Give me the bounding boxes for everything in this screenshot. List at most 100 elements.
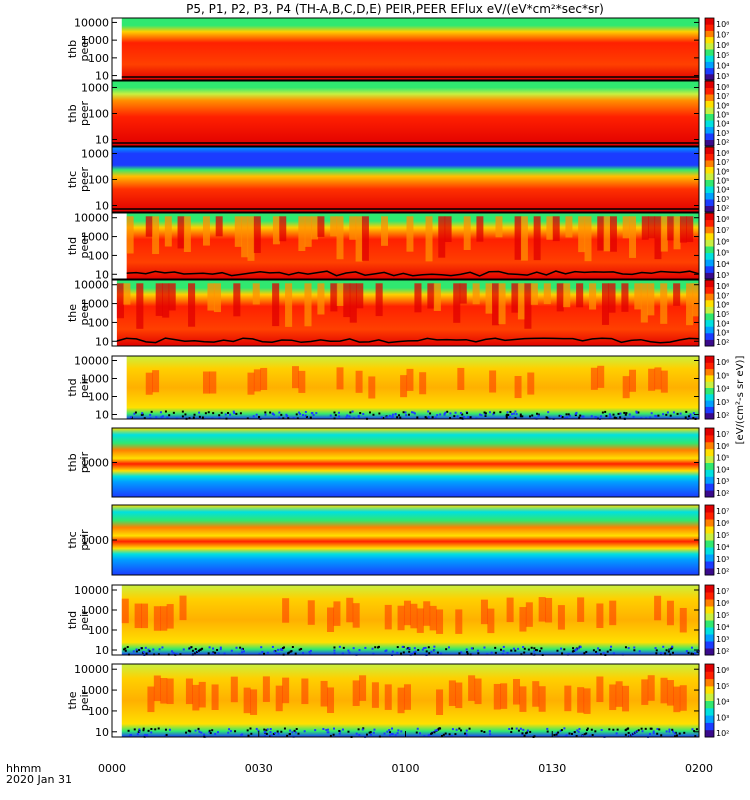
y-tick-label: 10 — [95, 70, 109, 83]
colorbar-segment — [705, 24, 714, 31]
colorbar-segment — [705, 428, 714, 436]
y-tick-label: 1000 — [81, 684, 109, 697]
colorbar-tick-label: 10⁵ — [716, 371, 729, 380]
colorbar-tick-label: 10⁸ — [716, 20, 729, 29]
colorbar-tick-label: 10⁵ — [716, 111, 729, 120]
colorbar-tick-label: 10⁸ — [716, 282, 729, 291]
y-axis-label: thbpeir — [66, 451, 91, 473]
colorbar-tick-label: 10⁶ — [716, 358, 729, 367]
colorbar-segment — [705, 547, 714, 555]
colorbar-tick-label: 10⁶ — [716, 666, 729, 675]
y-tick-label: 1000 — [81, 82, 109, 95]
y-tick-label: 10000 — [74, 663, 109, 676]
colorbar-segment — [705, 252, 714, 260]
colorbar-tick-label: 10⁵ — [716, 531, 729, 540]
colorbar-segment — [705, 239, 714, 247]
y-axis-label: thdpeir — [66, 376, 91, 398]
colorbar-tick-label: 10³ — [716, 329, 729, 338]
colorbar-segment — [705, 561, 714, 569]
y-axis-label: thdpeir — [66, 609, 91, 631]
colorbar-segment — [705, 606, 714, 614]
colorbar-tick-label: 10⁴ — [716, 186, 729, 195]
colorbar-segment — [705, 393, 714, 401]
colorbar-tick-label: 10⁷ — [716, 158, 729, 167]
y-axis-label: thdpeer — [66, 233, 91, 259]
y-tick-label: 10000 — [74, 355, 109, 368]
panel-frame — [111, 212, 700, 280]
colorbar-tick-label: 10³ — [716, 271, 729, 280]
y-tick-label: 100 — [88, 705, 109, 718]
colorbar-segment — [705, 139, 714, 147]
y-tick-label: 1000 — [81, 34, 109, 47]
colorbar-segment — [705, 18, 714, 25]
y-tick-label: 100 — [88, 249, 109, 262]
colorbar-segment — [705, 272, 714, 280]
colorbar-segment — [705, 265, 714, 273]
colorbar-segment — [705, 30, 714, 38]
colorbar-tick-label: 10⁷ — [716, 291, 729, 300]
colorbar: 10⁷ 10⁶ 10⁵ 10⁴ 10³ 10² — [704, 584, 729, 656]
colorbar-segment — [705, 173, 714, 180]
y-tick-label: 100 — [88, 316, 109, 329]
colorbar-tick-label: 10⁶ — [716, 442, 729, 451]
colorbar-segment — [705, 293, 714, 301]
colorbar-tick-label: 10⁶ — [716, 167, 729, 176]
colorbar-segment — [705, 685, 714, 694]
colorbar-segment — [705, 55, 714, 62]
y-tick-label: 10 — [95, 644, 109, 657]
colorbar-segment — [705, 729, 714, 738]
colorbar-segment — [705, 42, 714, 50]
colorbar-segment — [705, 199, 714, 206]
colorbar-tick-label: 10³ — [716, 635, 729, 644]
colorbar-tick-label: 10² — [716, 489, 729, 498]
y-tick-label: 10 — [95, 726, 109, 739]
colorbar: 10⁶ 10⁵ 10⁴ 10³ 10² — [704, 355, 729, 420]
y-tick-label: 100 — [88, 52, 109, 65]
y-tick-label: 1000 — [81, 373, 109, 386]
colorbar-segment — [705, 664, 714, 672]
colorbar-tick-label: 10⁴ — [716, 260, 729, 269]
colorbar-tick-label: 10⁴ — [716, 698, 729, 707]
colorbar-tick-label: 10³ — [716, 398, 729, 407]
colorbar-tick-label: 10⁶ — [716, 41, 729, 50]
y-axis-label: thbpeer — [66, 101, 91, 127]
colorbar-segment — [705, 526, 714, 534]
colorbar-segment — [705, 160, 714, 167]
colorbar-segment — [705, 613, 714, 621]
colorbar-segment — [705, 313, 714, 321]
panel-frame — [111, 17, 700, 81]
colorbar-tick-label: 10² — [716, 338, 729, 347]
colorbar-segment — [705, 434, 714, 443]
colorbar-segment — [705, 107, 714, 114]
low-energy-noise — [130, 410, 698, 420]
colorbar-tick-label: 10⁴ — [716, 385, 729, 394]
colorbar-tick-label: 10⁵ — [716, 51, 729, 60]
colorbar-tick-label: 10⁵ — [716, 310, 729, 319]
colorbar-tick-label: 10² — [716, 411, 729, 420]
colorbar-segment — [705, 213, 714, 221]
low-energy-noise — [122, 645, 700, 656]
colorbar-tick-label: 10² — [716, 567, 729, 576]
colorbar-segment — [705, 67, 714, 75]
colorbar-segment — [705, 319, 714, 327]
colorbar-segment — [705, 226, 714, 234]
colorbar-tick-label: 10³ — [716, 72, 729, 81]
panel-frame — [111, 584, 700, 656]
x-tick-label: 0130 — [538, 762, 566, 775]
colorbar-segment — [705, 100, 714, 108]
y-tick-label: 1000 — [81, 231, 109, 244]
colorbar-segment — [705, 147, 714, 154]
colorbar-segment — [705, 326, 714, 334]
colorbar-segment — [705, 332, 714, 340]
y-axis-label: thepeir — [66, 689, 91, 711]
colorbar-tick-label: 10⁴ — [716, 623, 729, 632]
panel-frame — [111, 279, 700, 347]
potential-line — [126, 270, 700, 277]
colorbar-tick-label: 10³ — [716, 713, 729, 722]
